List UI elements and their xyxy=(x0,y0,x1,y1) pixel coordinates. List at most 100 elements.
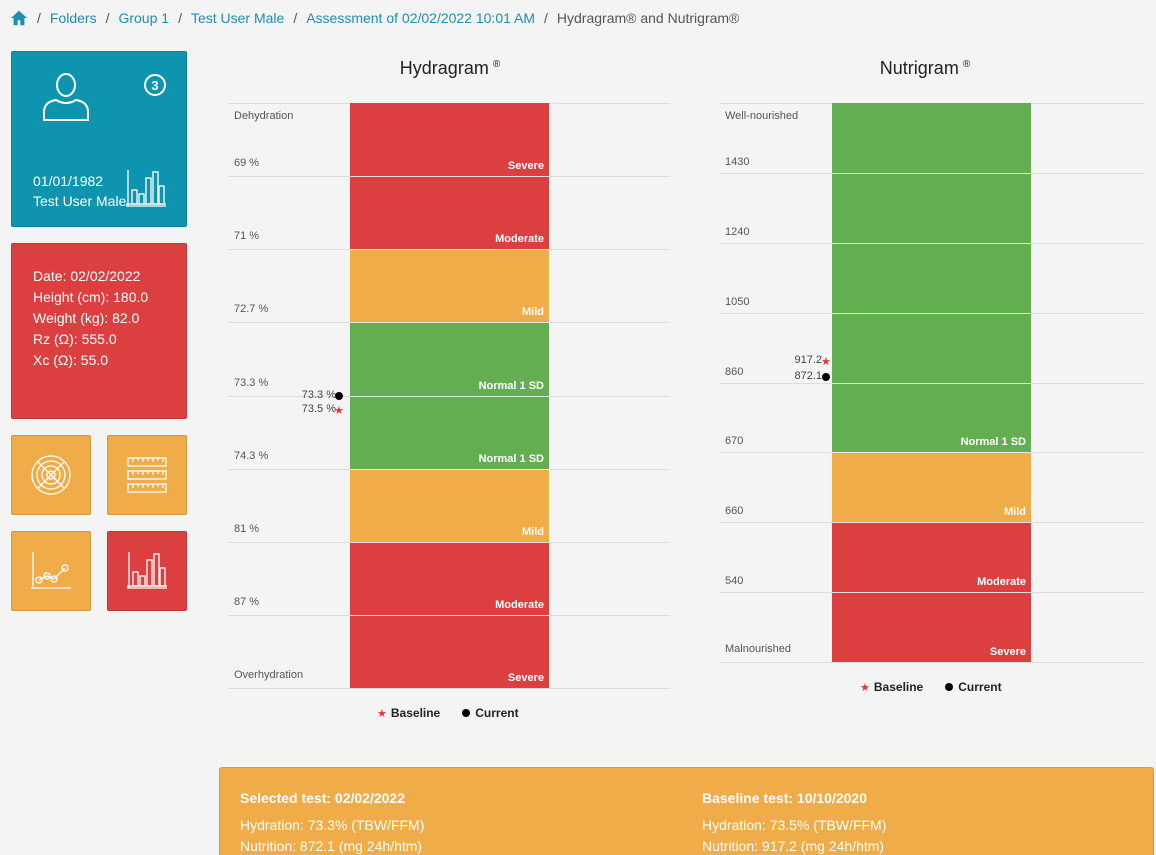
selected-nutrition: Nutrition: 872.1 (mg 24h/htm) xyxy=(240,838,423,854)
hydragram-band: Moderate xyxy=(350,176,549,250)
grid-line xyxy=(228,688,670,689)
band-divider xyxy=(832,452,1031,454)
current-value-label: 872.1 xyxy=(794,370,822,383)
breadcrumb-group[interactable]: Group 1 xyxy=(118,10,170,26)
band-label: Moderate xyxy=(495,598,544,611)
breadcrumb-current: Hydragram® and Nutrigram® xyxy=(556,10,740,26)
nutrigram-tick-label: 670 xyxy=(725,435,744,448)
bar-chart-icon xyxy=(127,552,167,589)
breadcrumb-assessment[interactable]: Assessment of 02/02/2022 10:01 AM xyxy=(306,10,536,26)
breadcrumb-folders[interactable]: Folders xyxy=(49,10,97,26)
band-label: Severe xyxy=(507,160,544,173)
band-label: Normal 1 SD xyxy=(478,379,544,392)
hydragram-title: Hydragram ® xyxy=(340,58,560,79)
user-name: Test User Male xyxy=(33,193,127,209)
nutrigram-reg-mark: ® xyxy=(962,59,971,70)
band-label: Normal 1 SD xyxy=(478,452,544,465)
baseline-test-heading: Baseline test: 10/10/2020 xyxy=(702,790,867,806)
hydragram-tick-label: 81 % xyxy=(234,522,260,535)
current-dot-icon xyxy=(462,709,471,717)
info-weight: Weight (kg): 82.0 xyxy=(33,310,140,326)
band-divider xyxy=(832,172,1031,174)
breadcrumb: / Folders / Group 1 / Test User Male / A… xyxy=(10,8,739,28)
band-divider xyxy=(350,249,549,251)
line-chart-tile-button[interactable] xyxy=(11,531,91,611)
baseline-marker: ★ xyxy=(334,404,344,417)
ruler-tile-button[interactable] xyxy=(107,435,187,515)
nutrigram-tick-label: 860 xyxy=(725,365,744,378)
grid-line xyxy=(720,662,1144,663)
baseline-test-summary: Baseline test: 10/10/2020 Hydration: 73.… xyxy=(702,788,886,855)
band-divider xyxy=(350,541,549,543)
target-icon xyxy=(31,455,71,495)
hydragram-reg-mark: ® xyxy=(492,59,501,70)
breadcrumb-separator: / xyxy=(544,10,548,26)
nutrigram-tick-label: 1240 xyxy=(725,225,750,238)
breadcrumb-separator: / xyxy=(178,10,182,26)
hydragram-band: Severe xyxy=(350,614,549,688)
nutrigram-band: Normal 1 SD xyxy=(832,103,1031,453)
band-divider xyxy=(350,614,549,616)
hydragram-band: Mild xyxy=(350,468,549,542)
nutrigram-band: Moderate xyxy=(832,522,1031,593)
band-label: Severe xyxy=(989,646,1026,658)
selected-hydration: Hydration: 73.3% (TBW/FFM) xyxy=(240,817,425,833)
hydragram-band: Mild xyxy=(350,249,549,323)
hydragram-band: Severe xyxy=(350,103,549,177)
legend-current: Current xyxy=(958,680,1002,694)
nutrigram-title-text: Nutrigram xyxy=(879,58,959,78)
band-label: Moderate xyxy=(495,233,544,246)
baseline-nutrition: Nutrition: 917.2 (mg 24h/htm) xyxy=(702,838,885,854)
current-marker xyxy=(822,373,830,382)
baseline-hydration: Hydration: 73.5% (TBW/FFM) xyxy=(702,817,887,833)
hydragram-legend: ★ Baseline Current xyxy=(377,706,519,720)
band-divider xyxy=(832,242,1031,244)
legend-baseline: Baseline xyxy=(390,706,441,720)
info-xc: Xc (Ω): 55.0 xyxy=(33,352,109,368)
user-tile[interactable]: 3 01/01/1982 Test User Male xyxy=(11,51,187,227)
test-count-badge: 3 xyxy=(144,74,166,96)
hydragram-bottom-label: Overhydration xyxy=(234,669,304,681)
hydragram-tick-label: 72.7 % xyxy=(234,303,269,316)
band-divider xyxy=(350,322,549,324)
band-divider xyxy=(350,176,549,178)
nutrigram-band: Severe xyxy=(832,592,1031,662)
legend-current: Current xyxy=(475,706,519,720)
nutrigram-tick-label: 1050 xyxy=(725,295,750,308)
band-label: Moderate xyxy=(977,576,1026,589)
band-divider xyxy=(832,522,1031,524)
user-dob: 01/01/1982 xyxy=(33,173,104,189)
selected-test-summary: Selected test: 02/02/2022 Hydration: 73.… xyxy=(240,788,424,855)
current-value-label: 73.3 % xyxy=(301,388,336,401)
target-tile-button[interactable] xyxy=(11,435,91,515)
nutrigram-title: Nutrigram ® xyxy=(815,58,1035,79)
breadcrumb-separator: / xyxy=(105,10,110,26)
baseline-star-icon: ★ xyxy=(860,681,870,694)
user-icon xyxy=(43,73,89,121)
test-summary-panel: Selected test: 02/02/2022 Hydration: 73.… xyxy=(219,767,1154,855)
selected-test-heading: Selected test: 02/02/2022 xyxy=(240,790,405,806)
band-divider xyxy=(350,395,549,397)
nutrigram-legend: ★ Baseline Current xyxy=(860,680,1002,694)
hydragram-band: Normal 1 SD xyxy=(350,395,549,469)
current-marker xyxy=(335,391,343,400)
nutrigram-tick-label: 540 xyxy=(725,575,744,588)
assessment-info-tile: Date: 02/02/2022 Height (cm): 180.0 Weig… xyxy=(11,243,187,419)
hydragram-tick-label: 73.3 % xyxy=(234,376,269,389)
band-label: Normal 1 SD xyxy=(960,436,1026,449)
baseline-star-icon: ★ xyxy=(377,707,387,720)
line-chart-icon xyxy=(31,552,71,589)
band-divider xyxy=(832,592,1031,594)
hydragram-band: Normal 1 SD xyxy=(350,322,549,396)
band-divider xyxy=(350,468,549,470)
info-height: Height (cm): 180.0 xyxy=(33,289,149,305)
home-icon[interactable] xyxy=(10,9,28,27)
bar-chart-tile-button[interactable] xyxy=(107,531,187,611)
info-rz: Rz (Ω): 555.0 xyxy=(33,331,117,347)
nutrigram-tick-label: 660 xyxy=(725,505,744,518)
hydragram-tick-label: 69 % xyxy=(234,157,260,170)
nutrigram-bottom-label: Malnourished xyxy=(725,643,792,655)
breadcrumb-user[interactable]: Test User Male xyxy=(190,10,285,26)
band-label: Mild xyxy=(1004,506,1026,519)
bar-chart-icon xyxy=(126,170,166,207)
